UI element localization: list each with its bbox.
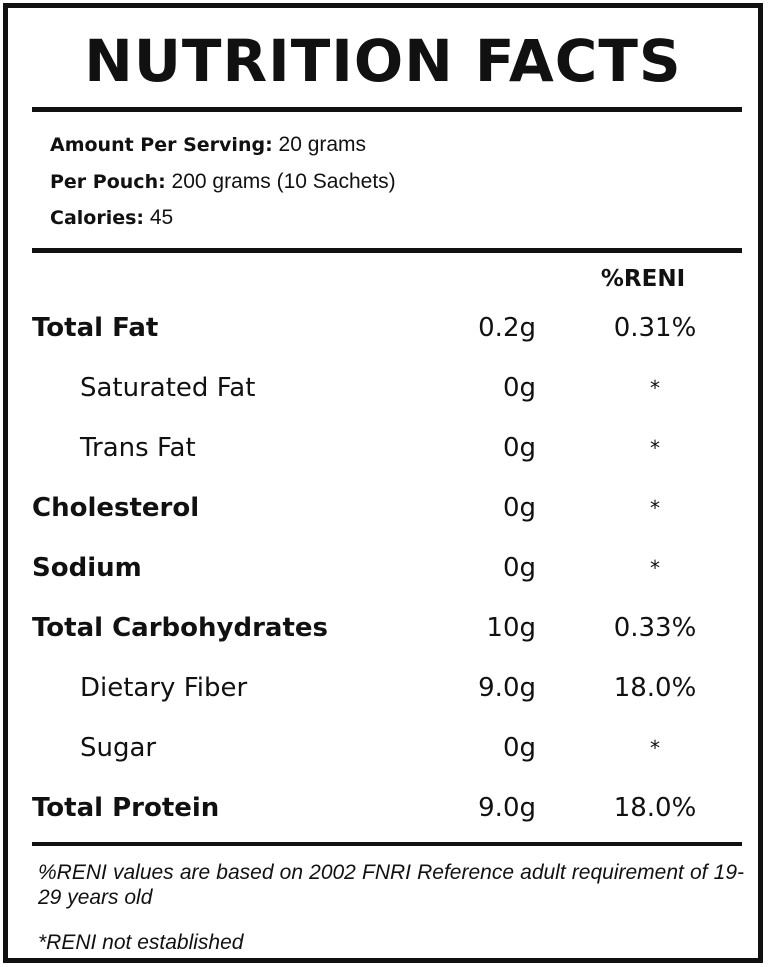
nutrient-reni: * bbox=[650, 496, 660, 520]
reni-column-header: %RENI bbox=[600, 266, 686, 292]
nutrient-name: Sodium bbox=[32, 553, 142, 583]
nutrient-name: Cholesterol bbox=[32, 493, 200, 523]
nutrient-row-saturated-fat: Saturated Fat 0g * bbox=[32, 368, 742, 408]
nutrient-row-trans-fat: Trans Fat 0g * bbox=[32, 428, 742, 468]
nutrient-row-dietary-fiber: Dietary Fiber 9.0g 18.0% bbox=[32, 668, 742, 708]
divider-top bbox=[32, 107, 742, 112]
serving-calories: Calories: 45 bbox=[50, 205, 173, 231]
nutrient-row-sodium: Sodium 0g * bbox=[32, 548, 742, 588]
serving-amount: Amount Per Serving: 20 grams bbox=[50, 132, 366, 158]
nutrient-row-total-fat: Total Fat 0.2g 0.31% bbox=[32, 308, 742, 348]
nutrient-amount: 0g bbox=[502, 373, 536, 403]
nutrient-amount: 0g bbox=[502, 493, 536, 523]
nutrient-row-cholesterol: Cholesterol 0g * bbox=[32, 488, 742, 528]
serving-amount-value: 20 grams bbox=[278, 133, 367, 156]
nutrition-label: NUTRITION FACTS Amount Per Serving: 20 g… bbox=[3, 3, 763, 963]
nutrient-amount: 10g bbox=[486, 613, 536, 643]
nutrient-amount: 9.0g bbox=[478, 673, 536, 703]
nutrient-reni: 18.0% bbox=[613, 673, 697, 703]
serving-pouch: Per Pouch: 200 grams (10 Sachets) bbox=[50, 169, 396, 195]
nutrient-reni: 18.0% bbox=[613, 793, 697, 823]
serving-pouch-label: Per Pouch: bbox=[50, 171, 166, 193]
nutrient-row-sugar: Sugar 0g * bbox=[32, 728, 742, 768]
nutrient-row-total-protein: Total Protein 9.0g 18.0% bbox=[32, 788, 742, 828]
serving-pouch-value: 200 grams (10 Sachets) bbox=[171, 170, 396, 193]
nutrient-name: Trans Fat bbox=[80, 433, 196, 463]
serving-calories-value: 45 bbox=[149, 206, 174, 229]
nutrient-name: Total Fat bbox=[32, 313, 159, 343]
nutrient-reni: * bbox=[650, 736, 660, 760]
nutrient-name: Total Protein bbox=[32, 793, 220, 823]
nutrient-name: Dietary Fiber bbox=[80, 673, 248, 703]
nutrient-amount: 0g bbox=[502, 553, 536, 583]
nutrient-name: Sugar bbox=[80, 733, 157, 763]
serving-calories-label: Calories: bbox=[50, 207, 145, 229]
nutrient-reni: * bbox=[650, 436, 660, 460]
label-title: NUTRITION FACTS bbox=[84, 27, 682, 95]
divider-middle bbox=[32, 248, 742, 253]
nutrient-amount: 9.0g bbox=[478, 793, 536, 823]
reni-not-established-footnote: *RENI not established bbox=[38, 931, 244, 954]
nutrient-amount: 0.2g bbox=[478, 313, 536, 343]
nutrient-row-total-carbohydrates: Total Carbohydrates 10g 0.33% bbox=[32, 608, 742, 648]
nutrient-amount: 0g bbox=[502, 433, 536, 463]
nutrient-reni: 0.31% bbox=[613, 313, 697, 343]
nutrient-reni: * bbox=[650, 556, 660, 580]
nutrient-amount: 0g bbox=[502, 733, 536, 763]
reni-basis-footnote: %RENI values are based on 2002 FNRI Refe… bbox=[38, 861, 744, 909]
nutrient-name: Saturated Fat bbox=[80, 373, 256, 403]
divider-bottom bbox=[32, 842, 742, 846]
nutrient-reni: * bbox=[650, 376, 660, 400]
nutrient-name: Total Carbohydrates bbox=[32, 613, 328, 643]
nutrient-reni: 0.33% bbox=[613, 613, 697, 643]
serving-amount-label: Amount Per Serving: bbox=[50, 134, 273, 156]
